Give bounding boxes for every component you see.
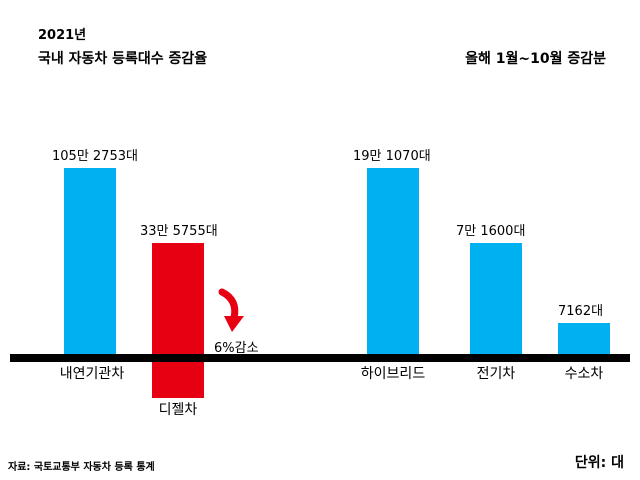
category-label-3: 전기차	[477, 366, 516, 382]
bar-4	[558, 323, 610, 358]
category-label-0: 내연기관차	[60, 366, 125, 382]
chart-year: 2021년	[38, 28, 87, 43]
category-label-1: 디젤차	[159, 402, 198, 418]
curved-down-arrow-icon	[218, 288, 239, 322]
bar-1	[152, 243, 204, 398]
value-label-3: 7만 1600대	[456, 224, 525, 239]
value-label-2: 19만 1070대	[353, 149, 431, 164]
source-note: 자료: 국토교통부 자동차 등록 통계	[8, 462, 155, 473]
annotation-label: 6%감소	[214, 341, 259, 356]
category-label-4: 수소차	[565, 366, 604, 382]
unit-note: 단위: 대	[574, 455, 624, 471]
bar-0	[64, 168, 116, 358]
value-label-0: 105만 2753대	[52, 149, 138, 164]
chart-period: 올해 1월~10월 증감분	[465, 51, 606, 67]
value-label-4: 7162대	[558, 304, 603, 319]
curved-arrow-head-icon	[224, 316, 244, 332]
category-label-2: 하이브리드	[361, 366, 426, 382]
baseline-axis	[10, 354, 630, 362]
bar-2	[367, 168, 419, 358]
chart-title: 국내 자동차 등록대수 증감율	[38, 51, 208, 67]
bar-3	[470, 243, 522, 358]
value-label-1: 33만 5755대	[140, 224, 218, 239]
